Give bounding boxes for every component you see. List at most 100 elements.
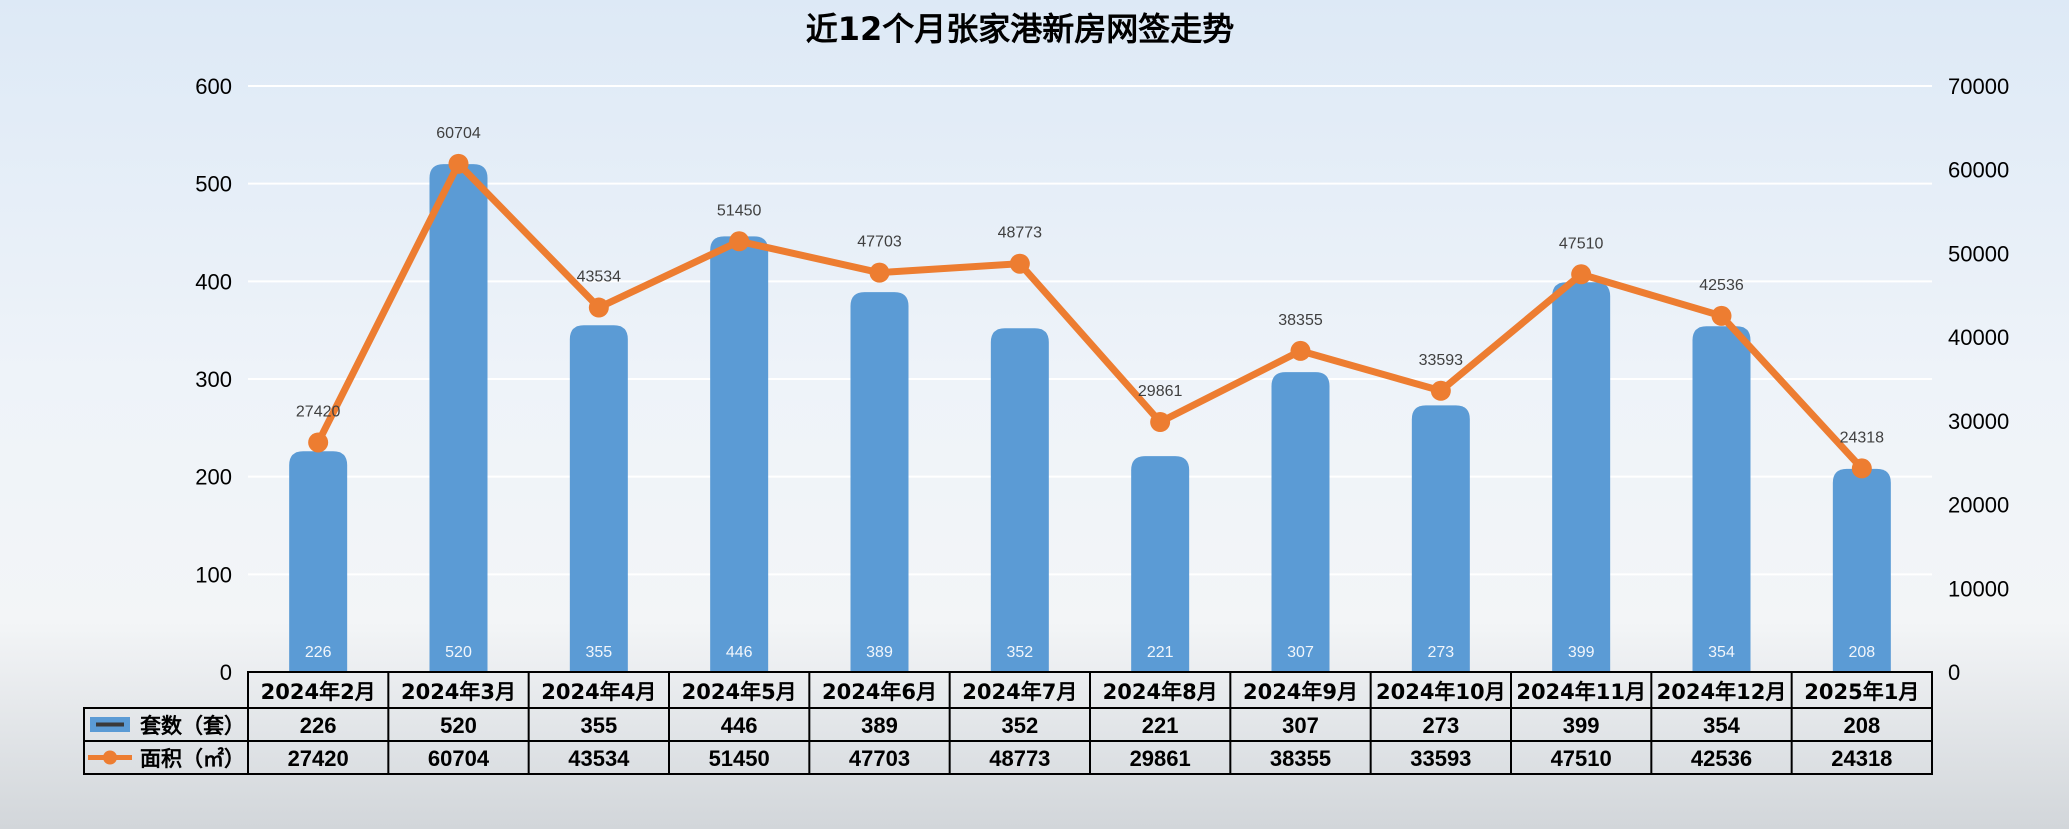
- table-cell-area: 29861: [1130, 746, 1191, 771]
- line-value-label: 42536: [1699, 277, 1744, 294]
- left-axis-tick-label: 0: [220, 660, 232, 685]
- line-value-label: 47703: [857, 234, 902, 251]
- table-cell-count: 354: [1703, 713, 1740, 738]
- bar: [1271, 372, 1330, 672]
- line-value-label: 43534: [577, 269, 622, 286]
- bar: [1411, 405, 1470, 672]
- table-cell-area: 42536: [1691, 746, 1752, 771]
- line-point: [1150, 412, 1171, 433]
- right-axis-tick-label: 20000: [1948, 493, 2009, 518]
- category-label: 2024年4月: [541, 680, 656, 704]
- left-axis-tick-label: 500: [195, 172, 232, 197]
- right-axis: 0 10000 20000 30000 40000 50000 60000 70000: [1948, 74, 2009, 685]
- category-label: 2024年10月: [1376, 680, 1506, 704]
- table-cell-area: 47703: [849, 746, 910, 771]
- category-label: 2024年6月: [822, 680, 937, 704]
- left-axis: 0 100 200 300 400 500 600: [195, 74, 232, 685]
- table-cell-area: 51450: [709, 746, 770, 771]
- bar: [850, 292, 909, 672]
- bar-value-label: 355: [585, 644, 612, 661]
- right-axis-tick-label: 60000: [1948, 158, 2009, 183]
- bar-value-label: 208: [1848, 644, 1875, 661]
- bar: [1832, 468, 1891, 672]
- bar: [710, 236, 769, 672]
- table-cell-count: 352: [1001, 713, 1038, 738]
- bar-value-label: 307: [1287, 644, 1314, 661]
- category-label: 2025年1月: [1804, 680, 1919, 704]
- line-value-label: 24318: [1840, 429, 1885, 446]
- legend-label-line: 面积（㎡）: [140, 747, 245, 771]
- bar: [1692, 326, 1751, 672]
- line-point: [1290, 340, 1311, 361]
- line-value-label: 47510: [1559, 235, 1604, 252]
- right-axis-tick-label: 10000: [1948, 576, 2009, 601]
- table-cell-count: 520: [440, 713, 477, 738]
- table-cell-area: 43534: [568, 746, 630, 771]
- bar-value-label: 354: [1708, 644, 1735, 661]
- category-label: 2024年2月: [261, 680, 376, 704]
- left-axis-tick-label: 300: [195, 367, 232, 392]
- line-point: [729, 231, 750, 252]
- table-cell-area: 24318: [1831, 746, 1892, 771]
- category-label: 2024年8月: [1103, 680, 1218, 704]
- table-cell-count: 307: [1282, 713, 1319, 738]
- line-point: [1571, 264, 1592, 285]
- line-point: [448, 153, 469, 174]
- table-cell-area: 33593: [1410, 746, 1471, 771]
- line-value-label: 60704: [436, 125, 481, 142]
- bar-value-label: 352: [1006, 644, 1033, 661]
- bar-value-label: 389: [866, 644, 893, 661]
- bar: [990, 328, 1049, 672]
- line-value-label: 29861: [1138, 383, 1183, 400]
- right-axis-tick-label: 0: [1948, 660, 1960, 685]
- bar-value-label: 226: [305, 644, 332, 661]
- bar-series: 226 520 355 446 389 352 221 307 273 399 354 208: [289, 164, 1891, 672]
- category-label: 2024年11月: [1516, 680, 1646, 704]
- category-label: 2024年5月: [682, 680, 797, 704]
- line-path: [315, 160, 1865, 471]
- right-axis-tick-label: 30000: [1948, 409, 2009, 434]
- line-point: [588, 297, 609, 318]
- chart-title: 近12个月张家港新房网签走势: [806, 10, 1235, 48]
- left-axis-tick-label: 200: [195, 465, 232, 490]
- line-point: [1711, 305, 1732, 326]
- table-cell-count: 355: [580, 713, 617, 738]
- bar-value-label: 520: [445, 644, 472, 661]
- right-axis-tick-label: 40000: [1948, 325, 2009, 350]
- line-series: 27420 60704 43534 51450 47703 48773 29861 38355…: [296, 125, 1884, 479]
- table-cell-count: 446: [721, 713, 758, 738]
- right-axis-tick-label: 70000: [1948, 74, 2009, 99]
- line-value-label: 38355: [1278, 312, 1323, 329]
- bar: [429, 164, 488, 672]
- line-point: [1851, 458, 1872, 479]
- line-value-label: 51450: [717, 202, 762, 219]
- bar: [1552, 282, 1611, 672]
- line-point: [1430, 380, 1451, 401]
- table-cell-area: 47510: [1551, 746, 1612, 771]
- table-cell-count: 208: [1843, 713, 1880, 738]
- table-cell-count: 226: [300, 713, 337, 738]
- table-cell-count: 389: [861, 713, 898, 738]
- table-cell-area: 27420: [288, 746, 349, 771]
- gridlines: [248, 85, 1932, 576]
- line-point: [308, 432, 329, 453]
- table-cell-area: 48773: [989, 746, 1050, 771]
- category-label: 2024年12月: [1657, 680, 1787, 704]
- line-value-label: 33593: [1419, 352, 1464, 369]
- legend-key-line-marker: [103, 750, 117, 765]
- line-point: [1009, 253, 1030, 274]
- right-axis-tick-label: 50000: [1948, 241, 2009, 266]
- line-point: [869, 262, 890, 283]
- table-cell-area: 38355: [1270, 746, 1331, 771]
- bar-value-label: 221: [1147, 644, 1174, 661]
- table-cell-count: 221: [1142, 713, 1179, 738]
- table-cell-count: 399: [1563, 713, 1600, 738]
- bar-value-label: 446: [726, 644, 753, 661]
- legend-label-bar: 套数（套）: [140, 714, 245, 738]
- bar-value-label: 273: [1427, 644, 1454, 661]
- bar: [569, 325, 628, 672]
- table-cell-count: 273: [1422, 713, 1459, 738]
- category-label: 2024年3月: [401, 680, 516, 704]
- line-value-label: 48773: [998, 225, 1043, 242]
